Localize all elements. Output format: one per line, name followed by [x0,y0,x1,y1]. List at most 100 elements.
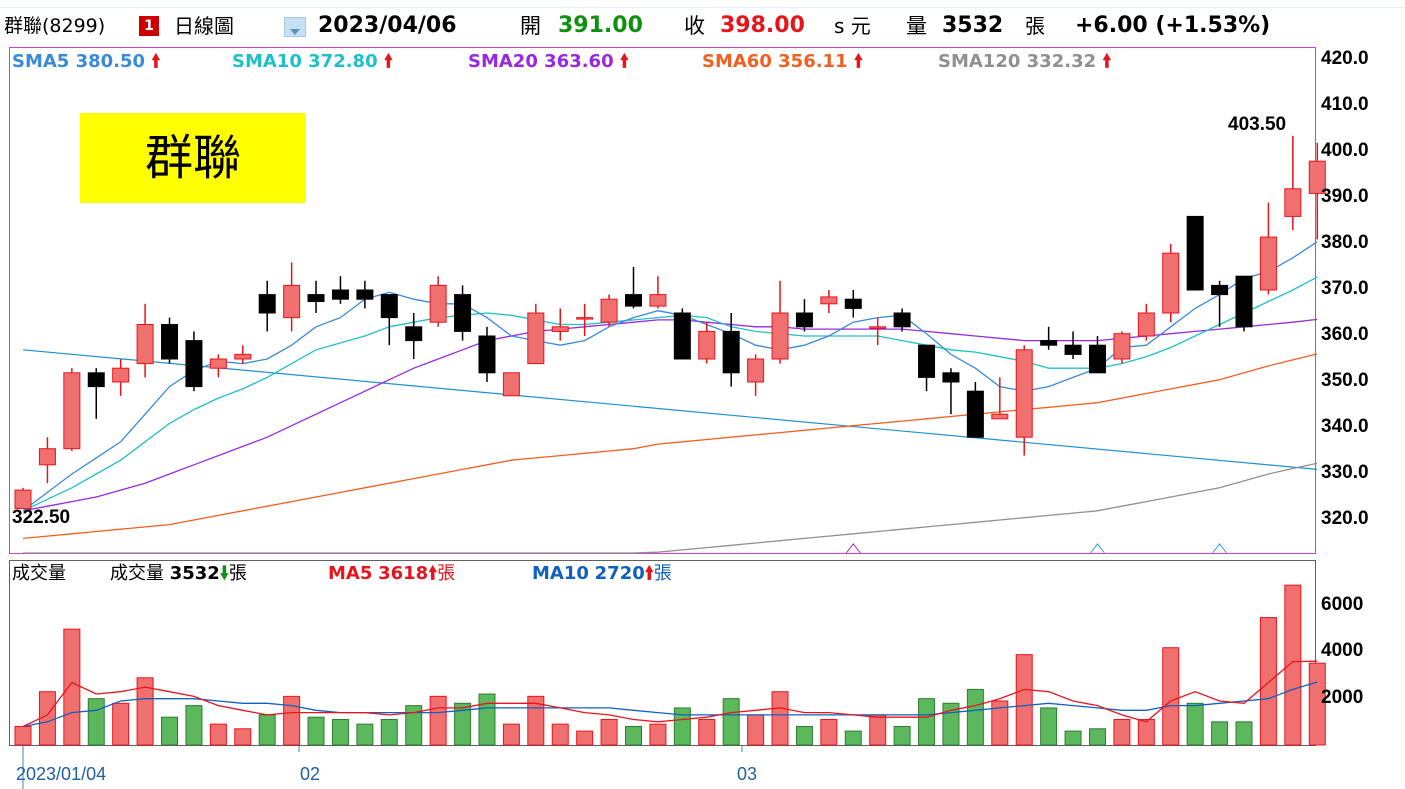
ma5-value: 3618 [378,563,429,584]
chevron-down-icon[interactable] [284,17,306,37]
candle-body [87,372,105,388]
volume-tick-label: 4000 [1321,640,1364,662]
vol-unit: 張 [228,563,247,584]
candle-body [1113,333,1131,360]
candle-body [966,390,984,438]
volume-bar [161,716,179,746]
ma5-label: MA5 [328,563,373,584]
open-label: 開 [520,14,541,38]
candle-body [942,372,960,383]
price-tick-label: 380.0 [1321,232,1369,253]
up-arrow-icon: 🠙 [383,51,393,72]
volume-bar [1040,707,1058,746]
candle-body [258,294,276,314]
candle-body [649,294,667,307]
volume-bar [551,723,569,746]
candle-body [14,489,32,510]
volume-bar [38,691,56,746]
legend-sma60-value: 356.11 [778,51,848,72]
candle-body [1015,349,1033,438]
volume-bar [869,714,887,746]
volume-bar [1113,719,1131,746]
volume-unit: 張 [1025,14,1045,38]
down-arrow-icon: 🠛 [219,563,229,584]
price-change: +6.00 (+1.53%) [1075,13,1271,38]
candle-body [136,324,154,365]
volume-bar [1186,702,1204,746]
volume-bar [283,695,301,746]
volume-bar [405,705,423,746]
candle-body [405,326,423,342]
up-arrow-icon: 🠙 [644,563,654,584]
up-arrow-icon: 🠙 [428,563,438,584]
price-tick-label: 360.0 [1321,324,1369,345]
volume-legend: 成交量 3532🠛張 [110,561,247,587]
price-tick-label: 390.0 [1321,186,1369,207]
legend-sma10-label: SMA10 [232,51,302,72]
volume-bar [14,725,32,746]
candle-body [356,289,374,300]
high-price-label: 403.50 [1228,114,1287,135]
candle-body [991,413,1009,420]
legend-sma120: SMA120 332.32 🠙 [938,49,1111,75]
volume-bar [820,719,838,746]
candle-body [1040,340,1058,346]
volume-bar [307,716,325,746]
candle-body [795,312,813,328]
volume-bar [991,700,1009,746]
up-arrow-icon: 🠙 [151,51,161,72]
volume-bar [771,691,789,746]
volume-ma5-legend: MA5 3618🠙張 [328,561,455,587]
x-tick-label: 03 [737,764,758,784]
volume-ma10-legend: MA10 2720🠙張 [532,561,672,587]
legend-sma60: SMA60 356.11 🠙 [702,49,863,75]
candle-body [1088,344,1106,374]
close-price: 398.00 [720,13,805,38]
volume-bar [63,628,81,746]
volume-bar [600,719,618,746]
volume-tick-label: 2000 [1321,686,1364,708]
legend-sma20-value: 363.60 [544,51,614,72]
sma60-line [22,353,1318,540]
candle-body [576,317,594,320]
legend-sma120-label: SMA120 [938,51,1021,72]
volume-bar [1137,719,1155,746]
volume-bar [1064,730,1082,746]
legend-sma120-value: 332.32 [1026,51,1097,72]
up-arrow-icon: 🠙 [1102,51,1112,72]
candle-body [1162,252,1180,314]
volume-bar [380,719,398,746]
price-tick-label: 420.0 [1321,48,1369,69]
close-label: 收 [684,14,705,38]
candle-body [625,294,642,307]
volume-label: 量 [906,14,927,38]
stock-label-box: 群聯 [80,113,306,203]
volume-bar [1235,721,1253,746]
candle-body [820,296,838,305]
legend-sma20: SMA20 363.60 🠙 [468,49,629,75]
price-panel[interactable] [9,47,1316,554]
period-label[interactable]: 日線圖 [174,14,234,38]
candle-body [234,353,252,360]
candle-body [1284,188,1302,217]
volume-value: 3532 [942,13,1004,38]
volume-bar [1088,728,1106,746]
volume-title: 成交量 [12,563,66,584]
volume-bar [673,707,691,746]
volume-bar [795,725,813,746]
legend-sma5: SMA5 380.50 🠙 [12,49,160,75]
price-tick-label: 370.0 [1321,278,1369,299]
candle-body [502,372,520,397]
legend-sma5-label: SMA5 [12,51,70,72]
candle-body [38,448,56,466]
volume-ma10-line [22,681,1318,728]
candle-body [1308,160,1326,194]
vol-value: 3532 [169,563,220,584]
candle-body [209,358,227,369]
quote-date: 2023/04/06 [318,13,457,38]
tab-strip [0,0,1405,8]
candle-body [1259,236,1277,291]
stock-name[interactable]: 群聯(8299) [4,15,106,37]
volume-bar [112,702,130,746]
price-tick-label: 320.0 [1321,508,1369,529]
